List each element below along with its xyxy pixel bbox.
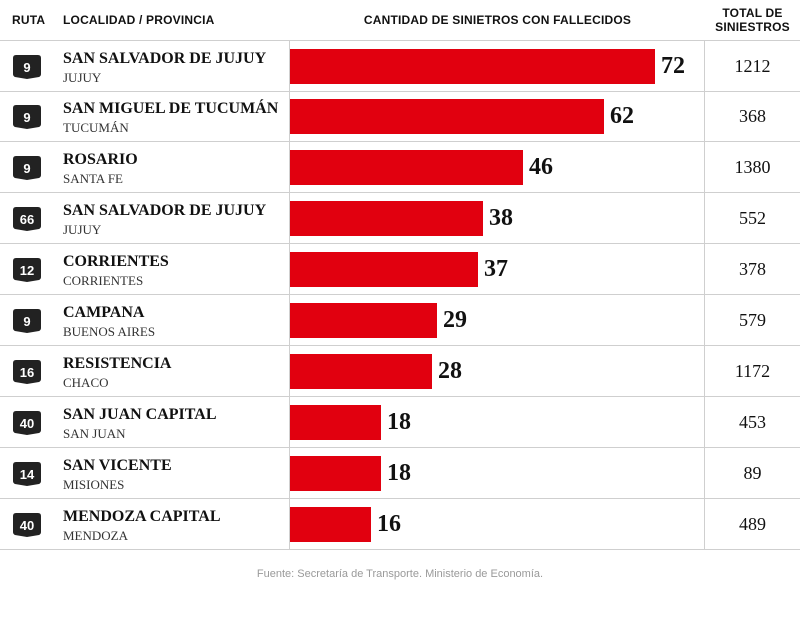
divider-right [704, 40, 705, 550]
route-number: 16 [20, 365, 34, 380]
route-shield-icon: 40 [13, 513, 41, 537]
bar-value-label: 38 [489, 205, 513, 231]
route-shield-icon: 16 [13, 360, 41, 384]
provincia-name: MENDOZA [63, 528, 128, 543]
bar [290, 507, 371, 542]
divider-left [289, 40, 290, 550]
table-row: 9 SAN MIGUEL DE TUCUMÁN TUCUMÁN 62 368 [0, 91, 800, 142]
provincia-name: SAN JUAN [63, 426, 126, 441]
header-total: TOTAL DE SINIESTROS [705, 0, 800, 40]
bar-value-label: 28 [438, 358, 462, 384]
localidad-name: SAN JUAN CAPITAL [63, 406, 217, 423]
route-number: 12 [20, 263, 34, 278]
localidad-name: SAN SALVADOR DE JUJUY [63, 50, 267, 67]
localidad-name: CAMPANA [63, 304, 145, 321]
total-siniestros-value: 368 [739, 106, 766, 126]
total-siniestros-value: 552 [739, 208, 766, 228]
total-siniestros-value: 89 [743, 463, 762, 483]
total-siniestros-value: 1212 [734, 56, 771, 76]
bar-value-label: 62 [610, 103, 634, 129]
route-number: 66 [20, 212, 34, 227]
route-number: 9 [23, 161, 30, 176]
bar [290, 150, 523, 185]
route-shield-icon: 66 [13, 207, 41, 231]
route-number: 9 [23, 314, 30, 329]
provincia-name: JUJUY [63, 70, 102, 85]
bar [290, 252, 478, 287]
table-row: 9 ROSARIO SANTA FE 46 1380 [0, 142, 800, 193]
route-shield-icon: 9 [13, 105, 41, 129]
table-row: 40 SAN JUAN CAPITAL SAN JUAN 18 453 [0, 397, 800, 448]
localidad-name: MENDOZA CAPITAL [63, 508, 221, 525]
route-number: 14 [20, 467, 35, 482]
route-shield-icon: 9 [13, 55, 41, 79]
provincia-name: CHACO [63, 375, 109, 390]
total-siniestros-value: 579 [739, 310, 766, 330]
bar-value-label: 29 [443, 307, 467, 333]
bar-value-label: 16 [377, 511, 401, 537]
bar [290, 405, 381, 440]
header-cantidad: CANTIDAD DE SINIETROS CON FALLECIDOS [363, 13, 632, 27]
provincia-name: MISIONES [63, 477, 125, 492]
bar-value-label: 18 [387, 409, 411, 435]
localidad-name: ROSARIO [63, 151, 138, 168]
table-row: 12 CORRIENTES CORRIENTES 37 378 [0, 244, 800, 295]
localidad-name: SAN MIGUEL DE TUCUMÁN [63, 100, 279, 117]
table-row: 14 SAN VICENTE MISIONES 18 89 [0, 448, 800, 499]
bar [290, 354, 432, 389]
route-number: 9 [23, 60, 30, 75]
total-siniestros-value: 378 [739, 259, 766, 279]
route-shield-icon: 40 [13, 411, 41, 435]
table-row: 16 RESISTENCIA CHACO 28 1172 [0, 346, 800, 397]
localidad-name: RESISTENCIA [63, 355, 172, 372]
bar [290, 201, 483, 236]
table-row: 9 SAN SALVADOR DE JUJUY JUJUY 72 1212 [0, 40, 800, 92]
route-shield-icon: 9 [13, 309, 41, 333]
route-shield-icon: 9 [13, 156, 41, 180]
table-row: 9 CAMPANA BUENOS AIRES 29 579 [0, 295, 800, 346]
bar [290, 99, 604, 134]
provincia-name: SANTA FE [63, 171, 123, 186]
total-siniestros-value: 453 [739, 412, 766, 432]
localidad-name: CORRIENTES [63, 253, 169, 270]
route-number: 9 [23, 110, 30, 125]
provincia-name: CORRIENTES [63, 273, 144, 288]
route-shield-icon: 14 [13, 462, 41, 486]
provincia-name: TUCUMÁN [63, 120, 129, 135]
route-shield-icon: 12 [13, 258, 41, 282]
bar [290, 456, 381, 491]
source-note: Fuente: Secretaría de Transporte. Minist… [256, 568, 544, 580]
route-number: 40 [20, 518, 34, 533]
table-row: 40 MENDOZA CAPITAL MENDOZA 16 489 [0, 499, 800, 550]
bar-value-label: 46 [529, 154, 553, 180]
bar-value-label: 18 [387, 460, 411, 486]
table-row: 66 SAN SALVADOR DE JUJUY JUJUY 38 552 [0, 193, 800, 244]
bar-value-label: 37 [484, 256, 508, 282]
total-siniestros-value: 1172 [734, 361, 771, 381]
header-total-line1: TOTAL DE [722, 6, 783, 20]
bar [290, 49, 655, 84]
header-ruta: RUTA [12, 13, 46, 27]
total-siniestros-value: 489 [739, 514, 766, 534]
bar-value-label: 72 [661, 53, 685, 79]
header-localidad: LOCALIDAD / PROVINCIA [63, 13, 215, 27]
bar [290, 303, 437, 338]
localidad-name: SAN SALVADOR DE JUJUY [63, 202, 267, 219]
total-siniestros-value: 1380 [734, 157, 771, 177]
route-number: 40 [20, 416, 34, 431]
provincia-name: BUENOS AIRES [63, 324, 156, 339]
provincia-name: JUJUY [63, 222, 102, 237]
localidad-name: SAN VICENTE [63, 457, 172, 474]
header-total-line2: SINIESTROS [715, 20, 790, 34]
